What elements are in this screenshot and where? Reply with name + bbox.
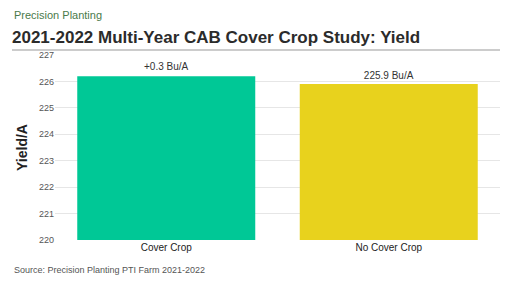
svg-text:220: 220: [39, 235, 54, 245]
svg-text:224: 224: [39, 129, 54, 139]
svg-text:Source: Precision Planting PTI: Source: Precision Planting PTI Farm 2021…: [14, 265, 205, 275]
svg-text:Yield/A: Yield/A: [14, 124, 30, 171]
svg-text:+0.3 Bu/A: +0.3 Bu/A: [144, 61, 189, 72]
svg-text:221: 221: [39, 209, 54, 219]
svg-text:225.9 Bu/A: 225.9 Bu/A: [364, 70, 414, 81]
svg-text:Cover Crop: Cover Crop: [141, 242, 193, 253]
svg-text:226: 226: [39, 77, 54, 87]
svg-text:222: 222: [39, 182, 54, 192]
svg-text:2021-2022 Multi-Year CAB Cover: 2021-2022 Multi-Year CAB Cover Crop Stud…: [12, 28, 420, 47]
svg-text:227: 227: [39, 50, 54, 60]
svg-text:Precision Planting: Precision Planting: [14, 9, 102, 21]
svg-text:225: 225: [39, 103, 54, 113]
svg-text:223: 223: [39, 156, 54, 166]
svg-text:No Cover Crop: No Cover Crop: [355, 242, 422, 253]
